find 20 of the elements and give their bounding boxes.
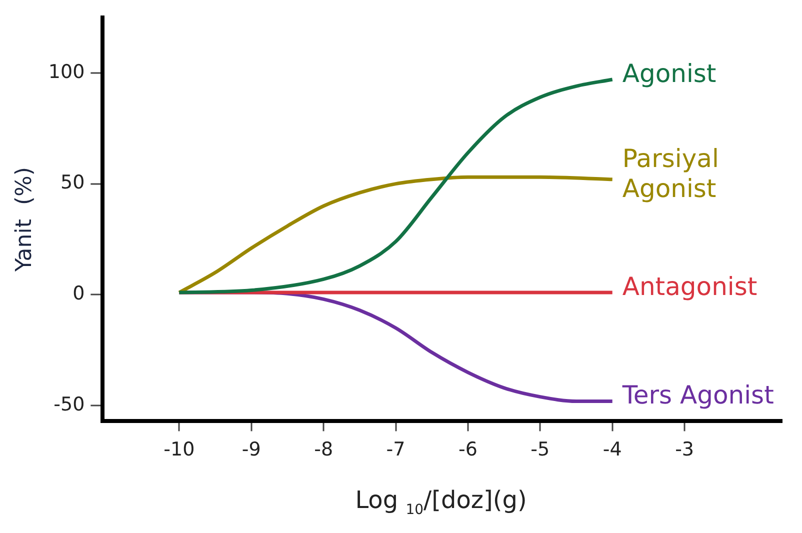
x-tick-label: -5 xyxy=(530,438,550,461)
x-tick-label: -10 xyxy=(164,438,195,461)
x-tick-label: -7 xyxy=(386,438,406,461)
x-tick-label: -6 xyxy=(458,438,478,461)
y-tick-label: 0 xyxy=(72,282,85,305)
y-tick-label: 100 xyxy=(48,60,85,83)
series-label: Parsiyal Agonist xyxy=(622,144,719,203)
x-tick-label: -4 xyxy=(602,438,622,461)
x-tick-label: -8 xyxy=(314,438,334,461)
series-label: Antagonist xyxy=(622,272,758,302)
x-tick-label: -3 xyxy=(675,438,694,461)
series-label: Ters Agonist xyxy=(621,380,774,410)
y-tick-label: -50 xyxy=(54,394,85,416)
y-axis-title: Yanit (%) xyxy=(12,166,37,273)
x-axis-title: Log $_{10}$/[doz](g) xyxy=(354,486,528,518)
x-tick-label: -9 xyxy=(242,438,261,461)
y-tick-label: 50 xyxy=(60,172,85,194)
line-series xyxy=(177,175,614,294)
line-series xyxy=(177,78,614,294)
series-label: Agonist xyxy=(622,59,716,88)
